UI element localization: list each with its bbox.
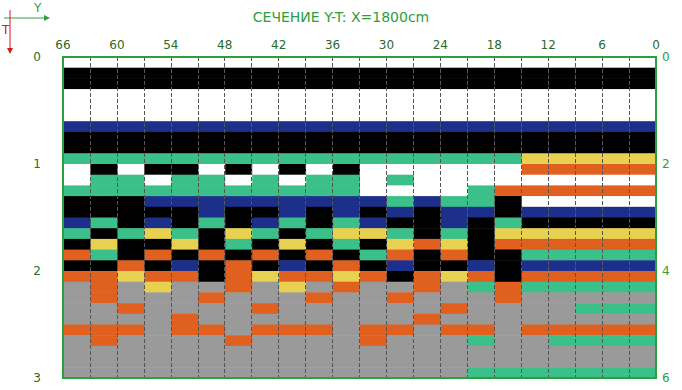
svg-text:54: 54 [163, 38, 178, 52]
svg-text:0: 0 [33, 50, 41, 64]
svg-text:СЕЧЕНИЕ Y-T: X=1800cm: СЕЧЕНИЕ Y-T: X=1800cm [253, 9, 429, 25]
svg-text:24: 24 [433, 38, 448, 52]
svg-text:6: 6 [662, 371, 670, 385]
svg-text:T: T [1, 23, 10, 37]
svg-text:36: 36 [325, 38, 340, 52]
svg-text:30: 30 [379, 38, 394, 52]
svg-text:1: 1 [33, 157, 41, 171]
svg-text:0: 0 [662, 50, 670, 64]
svg-text:42: 42 [271, 38, 286, 52]
svg-text:3: 3 [33, 371, 41, 385]
svg-text:12: 12 [541, 38, 556, 52]
svg-text:48: 48 [217, 38, 232, 52]
svg-text:2: 2 [33, 264, 41, 278]
svg-text:0: 0 [652, 38, 660, 52]
svg-text:4: 4 [662, 264, 670, 278]
svg-text:18: 18 [487, 38, 502, 52]
svg-text:6: 6 [598, 38, 606, 52]
svg-text:Y: Y [33, 1, 42, 15]
svg-text:60: 60 [109, 38, 124, 52]
svg-text:66: 66 [55, 38, 70, 52]
svg-text:2: 2 [662, 157, 670, 171]
